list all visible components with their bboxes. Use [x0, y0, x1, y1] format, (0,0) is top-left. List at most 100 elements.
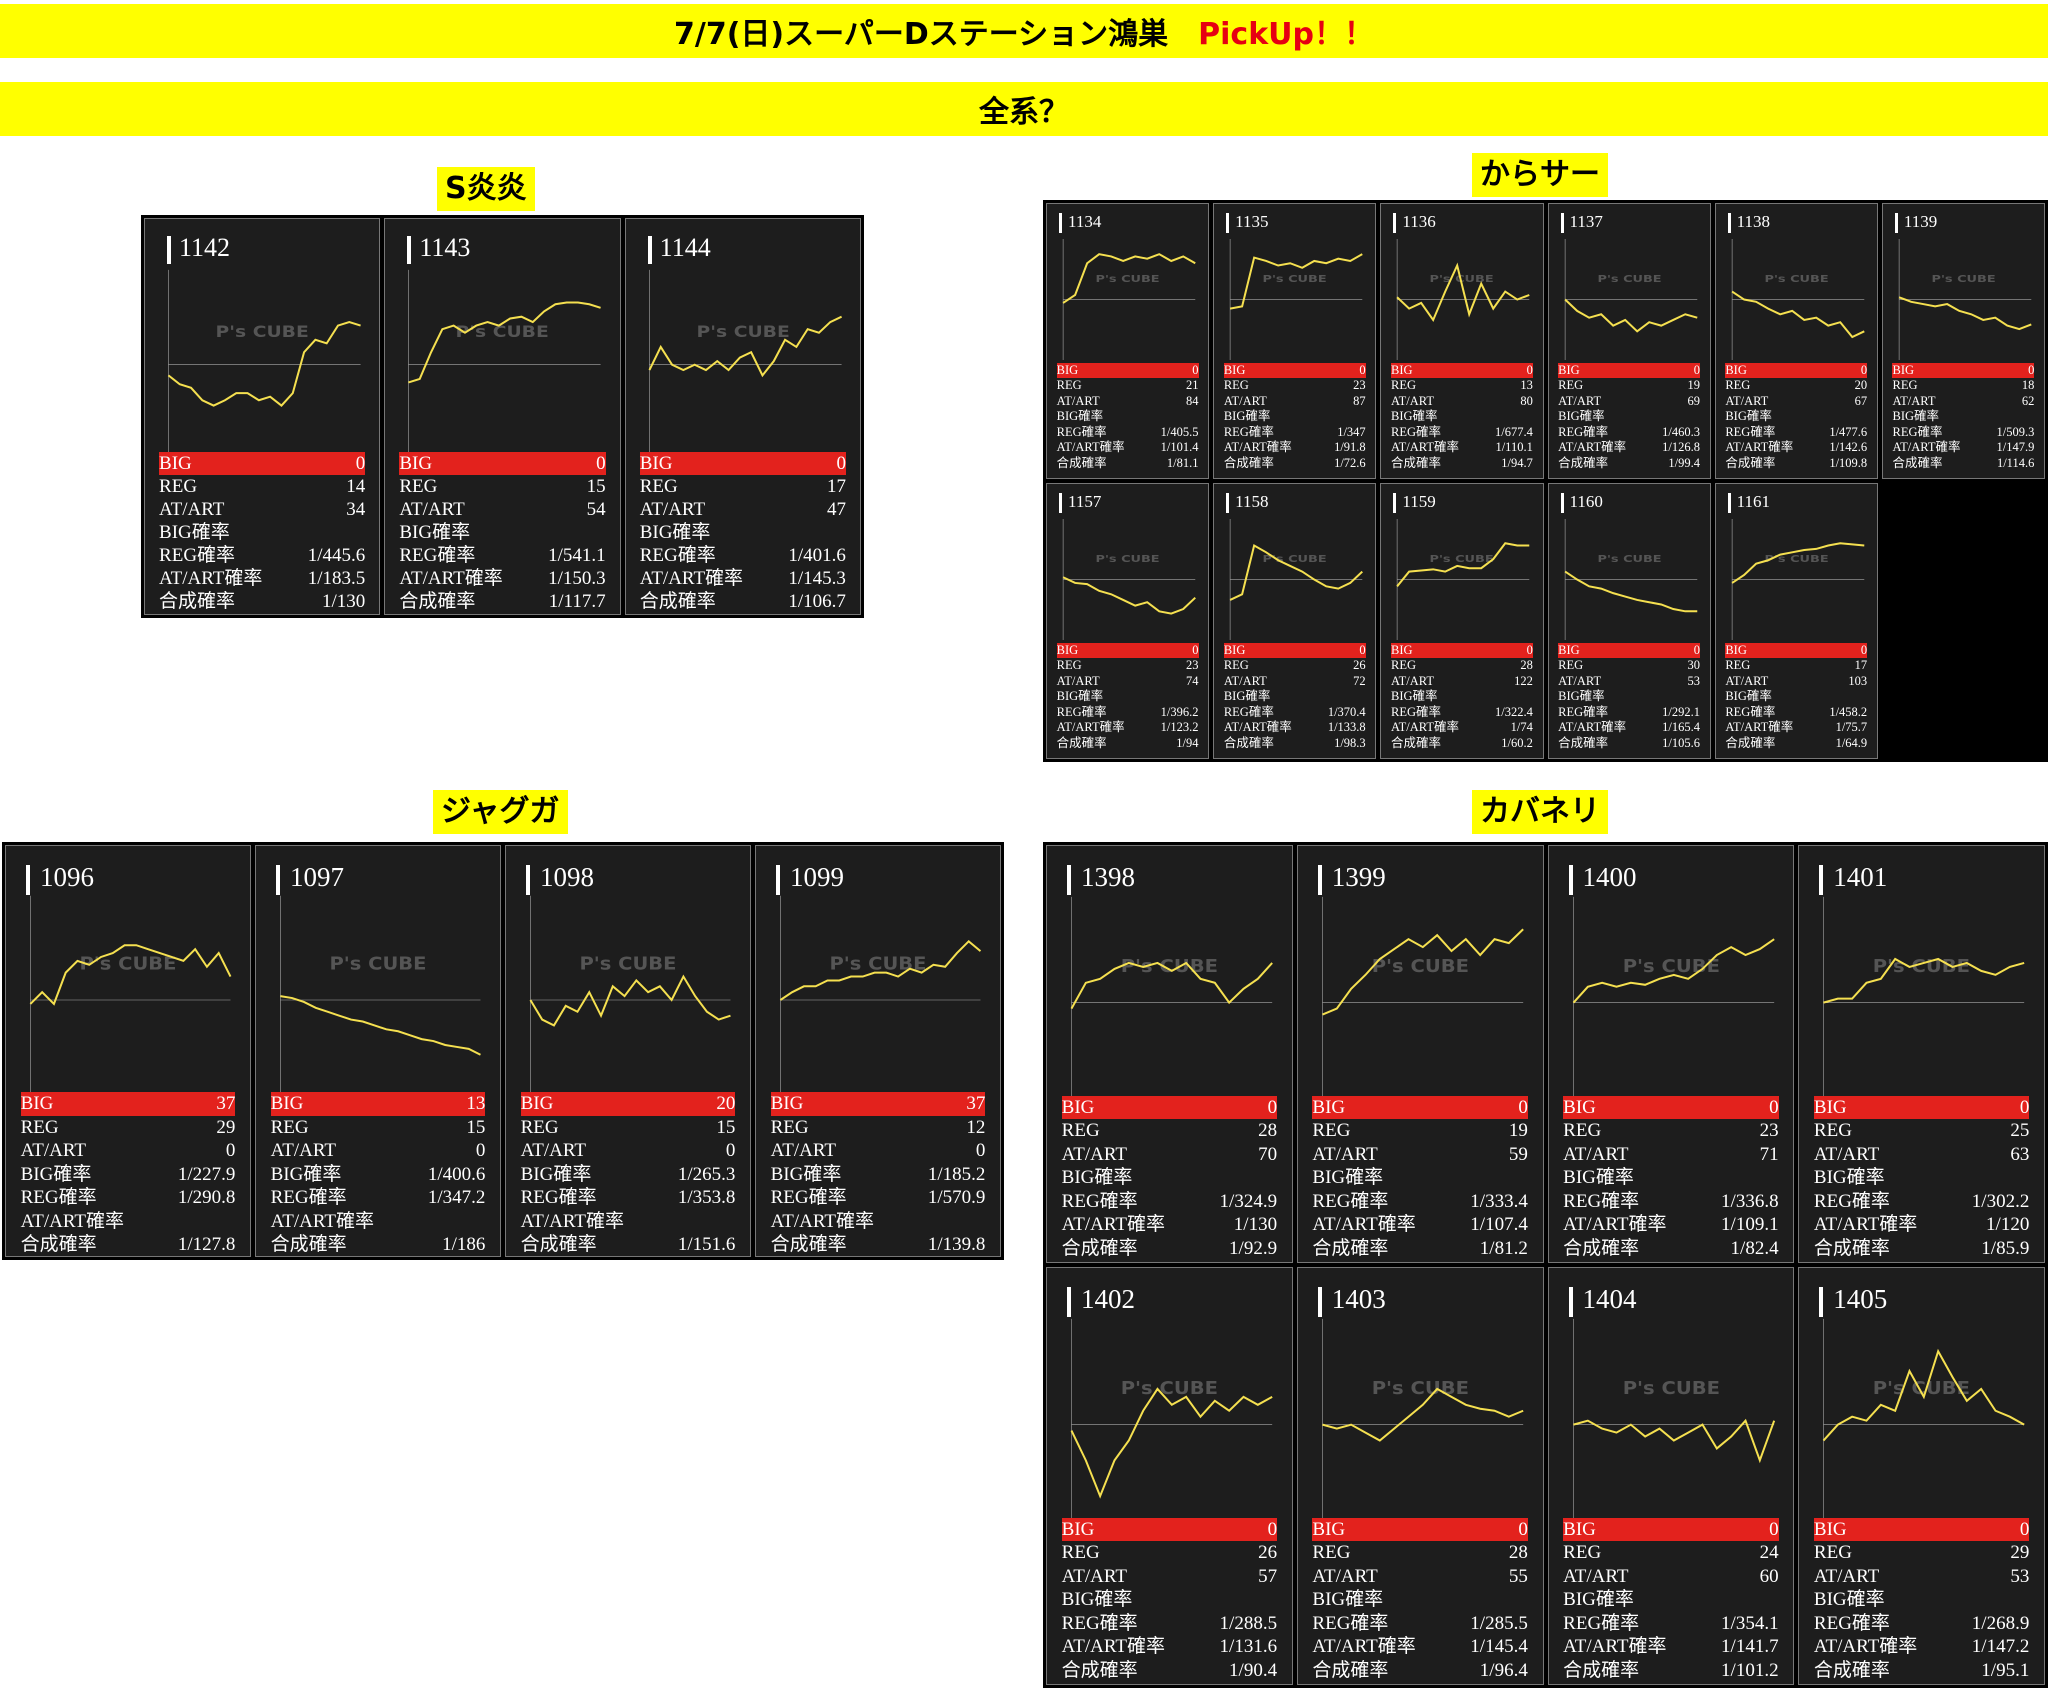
stat-label: REG確率 [1061, 1190, 1138, 1212]
stat-value: 0 [1359, 642, 1366, 657]
stat-label: BIG [1061, 1518, 1095, 1540]
stat-row-reg-rate: REG確率 1/541.1 [399, 544, 605, 567]
machine-card-1135[interactable]: 1135 P's CUBE BIG 0 REG 23 AT/ART 87 BIG確率 REG確率 1… [1213, 203, 1377, 479]
machine-card-1404[interactable]: 1404 P's CUBE BIG 0 REG 24 AT/ART 60 BIG確率 REG確率 1… [1547, 1267, 1795, 1685]
slump-line [168, 322, 360, 406]
machine-card-1137[interactable]: 1137 P's CUBE BIG 0 REG 19 AT/ART 69 BIG確率 REG確率 1… [1547, 203, 1711, 479]
machine-card-1097[interactable]: 1097 P's CUBE BIG 13 REG 15 AT/ART 0 BIG確率 1/400.… [255, 845, 501, 1257]
stat-value: 1/405.5 [1160, 424, 1199, 439]
stat-label: 合成確率 [1223, 455, 1274, 470]
stat-row-at-rate: AT/ART確率 1/126.8 [1558, 440, 1700, 456]
machine-card-1400[interactable]: 1400 P's CUBE BIG 0 REG 23 AT/ART 71 BIG確率 REG確率 1… [1547, 845, 1795, 1263]
machine-card-1157[interactable]: 1157 P's CUBE BIG 0 REG 23 AT/ART 74 BIG確率 REG確率 1… [1046, 483, 1210, 759]
machine-group-karasa: 1134 P's CUBE BIG 0 REG 21 AT/ART 84 BIG確率 REG確率 1… [1043, 200, 2048, 762]
machine-card-1158[interactable]: 1158 P's CUBE BIG 0 REG 26 AT/ART 72 BIG確率 REG確率 1… [1213, 483, 1377, 759]
machine-card-1143[interactable]: 1143 P's CUBE BIG 0 REG 15 AT/ART 54 BIG確率 REG確率 1… [384, 218, 621, 615]
stat-label: AT/ART [520, 1140, 586, 1161]
stat-label: AT/ART [20, 1140, 86, 1161]
stat-label: AT/ART確率 [1725, 720, 1794, 735]
stat-label: AT/ART [1056, 393, 1100, 408]
machine-card-1161[interactable]: 1161 P's CUBE BIG 0 REG 17 AT/ART 103 BIG確率 REG確率… [1714, 483, 1878, 759]
stat-row-big-rate: BIG確率 [1057, 409, 1199, 425]
stat-row-at-rate: AT/ART確率 [21, 1210, 236, 1234]
machine-card-1160[interactable]: 1160 P's CUBE BIG 0 REG 30 AT/ART 53 BIG確率 REG確率 1… [1547, 483, 1711, 759]
stat-value: 1/292.1 [1662, 704, 1700, 719]
machine-card-1099[interactable]: 1099 P's CUBE BIG 37 REG 12 AT/ART 0 BIG確率 1/185.… [755, 845, 1001, 1257]
machine-card-1098[interactable]: 1098 P's CUBE BIG 20 REG 15 AT/ART 0 BIG確率 1/265.… [505, 845, 751, 1257]
stat-label: 合成確率 [1725, 735, 1776, 750]
stat-value: 0 [225, 1140, 236, 1161]
stat-label: REG [1813, 1120, 1852, 1142]
stat-row-at: AT/ART 70 [1062, 1143, 1277, 1167]
slump-line [1824, 959, 2025, 1003]
machine-number: 1400 [1569, 862, 1637, 895]
machine-card-1144[interactable]: 1144 P's CUBE BIG 0 REG 17 AT/ART 47 BIG確率 REG確率 1… [624, 218, 861, 615]
stat-row-reg-rate: REG確率 1/396.2 [1057, 705, 1199, 721]
machine-stats: BIG 0 REG 19 AT/ART 59 BIG確率 REG確率 1/333.4 AT/ART… [1312, 1095, 1528, 1261]
machine-card-1398[interactable]: 1398 P's CUBE BIG 0 REG 28 AT/ART 70 BIG確率 REG確率 1… [1046, 845, 1293, 1263]
stat-row-total-rate: 合成確率 1/72.6 [1224, 456, 1366, 472]
machine-card-1401[interactable]: 1401 P's CUBE BIG 0 REG 25 AT/ART 63 BIG確率 REG確率 1… [1798, 845, 2045, 1263]
stat-label: 合成確率 [1563, 1659, 1640, 1681]
stat-label: REG [1223, 378, 1249, 393]
stat-label: REG確率 [1223, 704, 1274, 719]
stat-value: 1/123.2 [1160, 720, 1199, 735]
stat-value: 1/126.8 [1662, 440, 1700, 455]
stat-row-at-rate: AT/ART確率 1/109.1 [1563, 1213, 1778, 1237]
machine-card-1159[interactable]: 1159 P's CUBE BIG 0 REG 28 AT/ART 122 BIG確率 REG確率… [1380, 483, 1544, 759]
slump-line [1565, 300, 1697, 332]
stat-value: 1/142.6 [1829, 440, 1868, 455]
stat-row-at: AT/ART 62 [1892, 394, 2034, 410]
stat-value: 28 [1520, 658, 1533, 673]
machine-card-1403[interactable]: 1403 P's CUBE BIG 0 REG 28 AT/ART 55 BIG確率 REG確率 1… [1296, 1267, 1544, 1685]
stat-row-total-rate: 合成確率 1/151.6 [521, 1233, 736, 1256]
slump-graph: P's CUBE [1549, 514, 1710, 640]
machine-number: 1158 [1226, 492, 1268, 513]
stat-row-at-rate: AT/ART確率 1/110.1 [1391, 440, 1533, 456]
stat-row-big-rate: BIG確率 [1725, 409, 1867, 425]
stat-row-at-rate: AT/ART確率 [771, 1210, 986, 1234]
machine-stats: BIG 0 REG 26 AT/ART 57 BIG確率 REG確率 1/288.5 AT/ART… [1061, 1517, 1278, 1683]
stat-value: 0 [2019, 1096, 2030, 1118]
machine-card-1142[interactable]: 1142 P's CUBE BIG 0 REG 14 AT/ART 34 BIG確率 REG確率 1… [144, 218, 381, 615]
stat-value: 1/147.9 [1996, 440, 2035, 455]
stat-label: BIG [1813, 1518, 1847, 1540]
machine-stats: BIG 0 REG 17 AT/ART 47 BIG確率 REG確率 1/401.6 AT/ART… [639, 452, 846, 613]
slump-line [1230, 254, 1362, 308]
stat-value: 0 [1526, 362, 1533, 377]
subtitle-banner: 全系？ [0, 82, 2048, 136]
stat-value: 1/92.9 [1229, 1237, 1278, 1259]
stat-value: 20 [716, 1093, 736, 1114]
machine-card-1402[interactable]: 1402 P's CUBE BIG 0 REG 26 AT/ART 57 BIG確率 REG確率 1… [1046, 1267, 1293, 1685]
stat-row-at-rate: AT/ART確率 1/142.6 [1725, 440, 1867, 456]
machine-card-1405[interactable]: 1405 P's CUBE BIG 0 REG 29 AT/ART 53 BIG確率 REG確率 1… [1798, 1267, 2045, 1685]
stat-value: 1/150.3 [548, 568, 606, 590]
stat-label: REG [1563, 1542, 1602, 1564]
stat-value: 1/81.2 [1479, 1237, 1528, 1259]
slump-line [1063, 254, 1195, 303]
machine-card-1138[interactable]: 1138 P's CUBE BIG 0 REG 20 AT/ART 67 BIG確率 REG確率 1… [1714, 203, 1878, 479]
stat-row-reg-rate: REG確率 1/445.6 [159, 544, 365, 567]
section-title-jagugu: ジャグガ [433, 790, 568, 834]
watermark-logo: P's CUBE [216, 324, 309, 342]
machine-card-1399[interactable]: 1399 P's CUBE BIG 0 REG 19 AT/ART 59 BIG確率 REG確率 1… [1296, 845, 1544, 1263]
stat-label: AT/ART [1312, 1565, 1378, 1587]
stat-row-at: AT/ART 80 [1391, 394, 1533, 410]
stat-value: 18 [2021, 378, 2035, 393]
slump-graph: P's CUBE [1799, 1310, 2044, 1530]
stat-value: 1/353.8 [677, 1187, 736, 1208]
machine-card-1136[interactable]: 1136 P's CUBE BIG 0 REG 13 AT/ART 80 BIG確率 REG確率 1… [1380, 203, 1544, 479]
machine-card-1096[interactable]: 1096 P's CUBE BIG 37 REG 29 AT/ART 0 BIG確率 1/227.… [5, 845, 251, 1257]
stat-label: REG [639, 476, 678, 498]
slump-graph: P's CUBE [506, 887, 750, 1104]
stat-row-at-rate: AT/ART確率 1/133.8 [1224, 720, 1366, 736]
stat-row-big-rate: BIG確率 [1892, 409, 2034, 425]
stat-value: 1/130 [322, 591, 366, 613]
machine-card-1134[interactable]: 1134 P's CUBE BIG 0 REG 21 AT/ART 84 BIG確率 REG確率 1… [1046, 203, 1210, 479]
stat-value: 0 [355, 453, 366, 475]
stat-row-total-rate: 合成確率 1/64.9 [1725, 736, 1867, 752]
stat-row-big-rate: BIG確率 1/400.6 [271, 1163, 486, 1187]
machine-card-1139[interactable]: 1139 P's CUBE BIG 0 REG 18 AT/ART 62 BIG確率 REG確率 1… [1881, 203, 2045, 479]
stat-value: 57 [1258, 1565, 1278, 1587]
stat-value: 0 [596, 453, 606, 475]
